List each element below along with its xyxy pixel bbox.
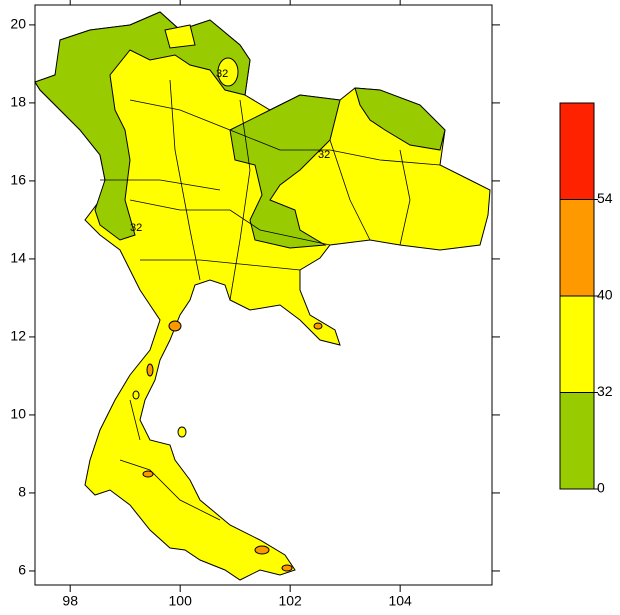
- y-tick-label: 10: [10, 406, 26, 422]
- green-zone-northeast: [354, 87, 446, 151]
- y-tick-label: 12: [10, 328, 26, 344]
- island: [177, 426, 187, 438]
- orange-patch: [254, 545, 270, 555]
- colorbar-segment: [559, 102, 595, 200]
- orange-patch: [281, 564, 293, 572]
- x-tick-label: 98: [62, 593, 78, 609]
- x-tick-label: 102: [278, 593, 302, 609]
- colorbar-label: 0: [597, 480, 605, 496]
- orange-patch: [313, 322, 323, 330]
- y-tick-label: 6: [18, 562, 26, 578]
- orange-patch: [142, 470, 154, 478]
- contour-label: 32: [318, 149, 330, 161]
- yellow-patch: [217, 57, 239, 87]
- green-zone-central: [229, 94, 341, 249]
- x-tick-label: 104: [388, 593, 412, 609]
- y-tick-label: 20: [10, 16, 26, 32]
- orange-patch: [168, 320, 182, 332]
- y-tick-label: 18: [10, 94, 26, 110]
- colorbar-segment: [559, 392, 595, 490]
- orange-patch: [146, 363, 154, 377]
- contour-label: 32: [216, 68, 228, 80]
- contour-label: 32: [130, 222, 142, 234]
- green-zone-north: [34, 11, 251, 241]
- yellow-patch: [164, 24, 196, 49]
- colorbar-label: 32: [597, 383, 613, 399]
- frame: [34, 4, 493, 586]
- province-lines: [100, 79, 441, 521]
- y-tick-label: 14: [10, 250, 26, 266]
- island: [132, 390, 140, 400]
- y-tick-label: 16: [10, 172, 26, 188]
- colorbar-segment: [559, 295, 595, 393]
- map: [34, 11, 491, 581]
- y-tick-label: 8: [18, 484, 26, 500]
- x-tick-label: 100: [169, 593, 193, 609]
- colorbar-label: 40: [597, 287, 613, 303]
- colorbar-label: 54: [597, 190, 613, 206]
- colorbar-segment: [559, 199, 595, 297]
